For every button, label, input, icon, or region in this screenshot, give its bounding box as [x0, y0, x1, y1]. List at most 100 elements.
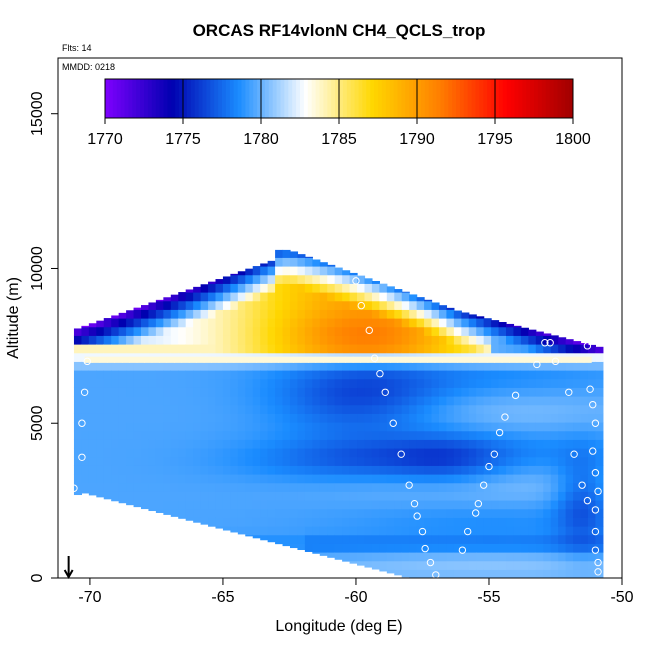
heat-cell: [73, 361, 83, 371]
heat-cell: [118, 465, 127, 475]
heat-cell: [297, 318, 306, 328]
heat-cell: [424, 569, 433, 578]
heat-cell: [215, 422, 224, 432]
chart-title: ORCAS RF14vlonN CH4_QCLS_trop: [193, 21, 486, 40]
heat-cell: [513, 370, 522, 380]
heat-cell: [461, 312, 470, 319]
heat-cell: [163, 326, 172, 336]
heat-cell: [409, 396, 418, 406]
heat-cell: [535, 569, 544, 578]
heat-cell: [468, 378, 477, 388]
heat-cell: [103, 318, 112, 328]
heat-cell: [237, 300, 246, 310]
heat-cell: [133, 387, 142, 397]
heat-cell: [431, 370, 440, 380]
heat-cell: [550, 396, 559, 406]
heat-cell: [282, 344, 291, 354]
heat-cell: [222, 318, 231, 328]
heat-cell: [364, 534, 373, 544]
heat-cell: [371, 335, 380, 345]
heat-cell: [118, 370, 127, 380]
heat-cell: [237, 361, 246, 371]
heat-cell: [267, 387, 276, 397]
heat-cell: [297, 430, 306, 440]
heat-cell: [245, 318, 254, 328]
heat-cell: [506, 508, 515, 518]
heat-cell: [446, 465, 455, 475]
heat-cell: [379, 309, 388, 319]
heat-cell: [431, 422, 440, 432]
heat-cell: [535, 404, 544, 414]
heat-cell: [252, 292, 261, 302]
heat-cell: [334, 404, 343, 414]
heat-cell: [178, 370, 187, 380]
heat-cell: [222, 276, 231, 284]
heat-cell: [260, 266, 269, 276]
heat-cell: [245, 283, 254, 293]
heat-cell: [289, 422, 299, 432]
flight-track-point: [565, 388, 573, 396]
heat-cell: [409, 404, 418, 414]
heat-cell: [327, 439, 336, 449]
heat-cell: [498, 491, 507, 501]
heat-cell: [476, 413, 485, 423]
heat-cell: [155, 378, 164, 388]
heat-cell: [535, 335, 544, 345]
heat-cell: [401, 318, 410, 328]
heat-cell: [483, 448, 492, 458]
heat-cell: [349, 335, 358, 345]
colorbar-segment: [483, 79, 488, 118]
heat-cell: [200, 439, 209, 449]
heat-cell: [304, 517, 313, 527]
heat-cell: [342, 448, 351, 458]
heat-cell: [364, 543, 373, 553]
heat-cell: [88, 456, 97, 466]
heat-cell: [282, 266, 291, 276]
heat-cell: [438, 508, 448, 518]
heat-cell: [468, 500, 477, 510]
heat-cell: [416, 448, 425, 458]
heat-cell: [111, 318, 120, 328]
heat-cell: [126, 430, 135, 440]
heat-cell: [327, 413, 336, 423]
heat-cell: [446, 517, 455, 527]
heat-cell: [267, 404, 276, 414]
heat-cell: [267, 500, 276, 510]
colorbar-segment: [342, 79, 348, 118]
heat-cell: [394, 474, 403, 484]
heat-cell: [520, 439, 529, 449]
bright-band-cell: [375, 356, 384, 363]
colorbar-segment: [144, 79, 149, 118]
heat-cell: [267, 430, 276, 440]
flight-track-point: [490, 450, 498, 458]
heat-cell: [543, 569, 552, 578]
heat-cell: [461, 534, 470, 544]
heat-cell: [357, 456, 366, 466]
heat-cell: [185, 292, 194, 302]
heat-cell: [476, 500, 485, 510]
bright-band-cell: [561, 356, 570, 363]
bright-band-cell: [151, 356, 160, 363]
heat-cell: [438, 378, 448, 388]
heat-cell: [193, 491, 202, 501]
heat-cell: [371, 404, 380, 414]
heat-cell: [587, 396, 596, 406]
heat-cell: [543, 404, 552, 414]
heat-cell: [237, 491, 246, 501]
heat-cell: [394, 344, 403, 354]
colorbar-segment: [471, 79, 476, 118]
heat-cell: [364, 560, 373, 568]
heat-cell: [88, 482, 97, 492]
heat-cell: [468, 569, 477, 578]
colorbar-segment: [140, 79, 145, 118]
heat-cell: [371, 526, 380, 536]
heat-cell: [103, 370, 112, 380]
heat-cell: [349, 465, 358, 475]
heat-cell: [73, 352, 83, 362]
heat-cell: [222, 387, 231, 397]
heat-cell: [230, 378, 239, 388]
heat-cell: [304, 266, 313, 276]
heat-cell: [446, 361, 455, 371]
heat-cell: [580, 517, 589, 527]
heat-cell: [558, 465, 567, 475]
